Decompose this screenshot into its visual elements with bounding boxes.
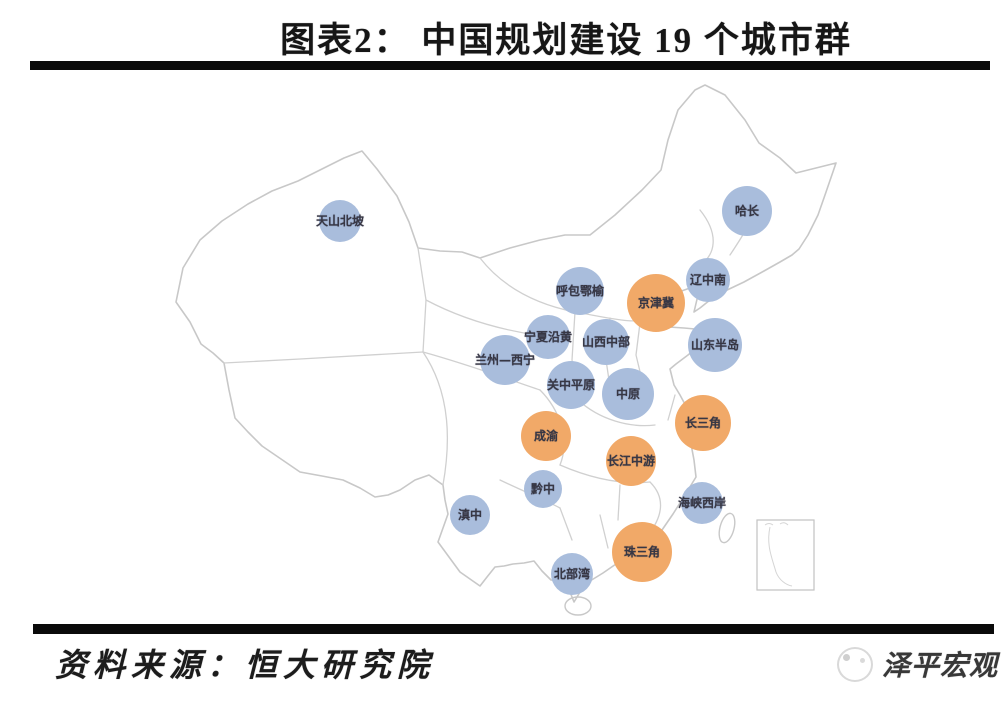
footer-divider: [33, 624, 994, 634]
cluster-label: 辽中南: [689, 273, 727, 287]
cluster-label: 兰州—西宁: [474, 353, 536, 367]
cluster-label: 长江中游: [606, 454, 656, 468]
cluster-marker: 成渝: [521, 411, 571, 461]
cluster-marker: 中原: [602, 368, 654, 420]
cluster-marker: 兰州—西宁: [475, 335, 535, 385]
cluster-marker: 滇中: [450, 495, 490, 535]
cluster-marker: 呼包鄂榆: [556, 267, 604, 315]
cluster-label: 关中平原: [546, 378, 596, 392]
title-divider: [30, 61, 990, 70]
cluster-label: 长三角: [684, 416, 722, 430]
cluster-marker: 珠三角: [612, 522, 672, 582]
source-note: 资料来源：恒大研究院: [55, 647, 436, 683]
taiwan-island: [718, 512, 736, 544]
cluster-marker: 山西中部: [581, 319, 631, 365]
south-china-sea-inset: [756, 519, 815, 591]
cluster-label: 中原: [615, 387, 641, 401]
cluster-marker: 北部湾: [551, 553, 593, 595]
cluster-label: 黔中: [530, 482, 556, 496]
cluster-label: 宁夏沿黄: [523, 330, 573, 344]
chart-title: 图表2： 中国规划建设 19 个城市群: [280, 21, 852, 60]
cluster-marker: 哈长: [722, 186, 772, 236]
cluster-marker: 关中平原: [547, 361, 595, 409]
cluster-marker: 长三角: [675, 395, 731, 451]
cluster-label: 海峡西岸: [677, 496, 727, 510]
cluster-label: 天山北坡: [315, 214, 365, 228]
cluster-marker: 黔中: [524, 470, 562, 508]
brand-logo: 泽平宏观: [836, 644, 998, 684]
cluster-label: 呼包鄂榆: [555, 284, 605, 298]
cluster-label: 哈长: [734, 204, 760, 218]
brand-icon: [836, 646, 873, 682]
cluster-label: 京津冀: [637, 296, 675, 310]
cluster-marker: 长江中游: [606, 436, 656, 486]
cluster-label: 滇中: [457, 508, 483, 522]
cluster-marker: 辽中南: [686, 258, 730, 302]
cluster-label: 北部湾: [553, 567, 591, 581]
brand-name: 泽平宏观: [881, 651, 998, 682]
cluster-label: 山东半岛: [690, 338, 740, 352]
cluster-label: 成渝: [533, 429, 559, 443]
cluster-marker: 天山北坡: [315, 200, 365, 242]
cluster-label: 珠三角: [623, 545, 661, 559]
cluster-marker: 宁夏沿黄: [523, 315, 573, 359]
cluster-marker: 京津冀: [627, 274, 685, 332]
cluster-marker: 山东半岛: [688, 318, 742, 372]
cluster-marker: 海峡西岸: [677, 482, 727, 524]
cluster-label: 山西中部: [581, 335, 631, 349]
hainan-island: [564, 596, 592, 616]
